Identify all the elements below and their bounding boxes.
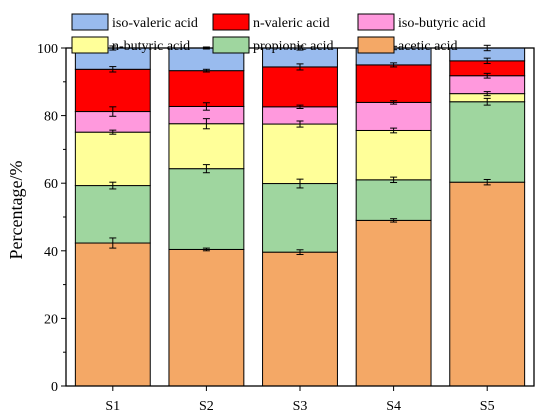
bar-n-valeric-acid-s4 (355, 64, 432, 103)
legend-item-iso-butyric-acid: iso-butyric acid (357, 13, 485, 31)
legend-swatch-iso-butyric-acid (357, 13, 395, 31)
x-tick-label-s2: S2 (199, 399, 214, 414)
y-tick-label-60: 60 (44, 177, 58, 192)
bar-n-valeric-acid-s2 (168, 70, 245, 107)
y-tick-label-20: 20 (44, 312, 58, 327)
legend-item-n-valeric-acid: n-valeric acid (212, 13, 330, 31)
bar-acetic-acid-s5 (449, 181, 526, 387)
legend: iso-valeric acid n-valeric acid iso-butyri… (71, 13, 485, 54)
error-bar-acetic-acid-s3 (296, 249, 304, 256)
legend-swatch-n-butyric-acid (71, 36, 109, 54)
y-axis-label: Percentage/% (6, 161, 26, 260)
y-tick-label-100: 100 (37, 42, 58, 57)
x-tick-label-s1: S1 (105, 399, 120, 414)
error-bar-n-valeric-acid-s3 (296, 63, 304, 71)
bar-acetic-acid-s2 (168, 248, 245, 387)
x-tick-label-s3: S3 (293, 399, 308, 414)
error-bar-iso-butyric-acid-s5 (483, 72, 491, 79)
bar-acetic-acid-s4 (355, 219, 432, 387)
error-bar-n-butyric-acid-s5 (483, 91, 491, 97)
error-bar-propionic-acid-s2 (202, 164, 210, 174)
error-bar-acetic-acid-s2 (202, 247, 210, 252)
error-bar-propionic-acid-s1 (109, 181, 117, 190)
error-bar-n-butyric-acid-s1 (109, 129, 117, 135)
x-tick-label-s5: S5 (480, 399, 495, 414)
legend-label-iso-valeric-acid: iso-valeric acid (112, 16, 198, 31)
error-bar-acetic-acid-s4 (390, 218, 398, 223)
legend-swatch-propionic-acid (212, 36, 250, 54)
bars-layer (74, 47, 526, 387)
error-bar-n-butyric-acid-s2 (202, 118, 210, 130)
error-bar-n-valeric-acid-s2 (202, 68, 210, 73)
bar-n-valeric-acid-s1 (74, 68, 151, 113)
bar-propionic-acid-s3 (262, 183, 338, 253)
bar-n-butyric-acid-s2 (168, 123, 245, 170)
y-tick-label-40: 40 (44, 245, 58, 260)
error-bar-iso-butyric-acid-s1 (109, 106, 117, 117)
error-bar-n-butyric-acid-s4 (390, 127, 398, 134)
legend-label-acetic-acid: acetic acid (398, 39, 457, 54)
legend-label-n-butyric-acid: n-butyric acid (112, 39, 190, 54)
bar-propionic-acid-s5 (449, 101, 526, 183)
error-bar-iso-butyric-acid-s3 (296, 104, 304, 110)
legend-item-iso-valeric-acid: iso-valeric acid (71, 13, 198, 31)
error-bar-acetic-acid-s5 (483, 178, 491, 186)
x-tick-label-s4: S4 (386, 399, 401, 414)
legend-item-propionic-acid: propionic acid (212, 36, 333, 54)
bar-n-butyric-acid-s3 (262, 123, 338, 185)
legend-label-propionic-acid: propionic acid (253, 39, 333, 54)
legend-swatch-acetic-acid (357, 36, 395, 54)
error-bar-iso-butyric-acid-s2 (202, 102, 210, 111)
error-bar-n-butyric-acid-s3 (296, 120, 304, 128)
legend-swatch-iso-valeric-acid (71, 13, 109, 31)
error-bar-n-valeric-acid-s4 (390, 62, 398, 68)
legend-label-n-valeric-acid: n-valeric acid (253, 16, 330, 31)
y-tick-label-0: 0 (51, 380, 58, 395)
axis-ticks: S1 S2 S3 S4 S5 0 20 40 60 80 100 (37, 42, 495, 414)
bar-iso-butyric-acid-s4 (355, 101, 432, 131)
bar-acetic-acid-s3 (262, 251, 338, 387)
error-bar-acetic-acid-s1 (109, 237, 117, 249)
error-bar-n-valeric-acid-s1 (109, 66, 117, 73)
bar-propionic-acid-s1 (74, 185, 151, 244)
y-tick-label-80: 80 (44, 110, 58, 125)
bar-n-valeric-acid-s3 (262, 66, 338, 108)
legend-item-acetic-acid: acetic acid (357, 36, 457, 54)
bar-n-butyric-acid-s1 (74, 131, 151, 187)
bar-n-butyric-acid-s4 (355, 129, 432, 181)
legend-label-iso-butyric-acid: iso-butyric acid (398, 16, 485, 31)
error-bar-propionic-acid-s5 (483, 97, 491, 106)
error-bar-n-valeric-acid-s5 (483, 57, 491, 65)
bar-acetic-acid-s1 (74, 242, 151, 387)
error-bar-propionic-acid-s3 (296, 178, 304, 189)
legend-swatch-n-valeric-acid (212, 13, 250, 31)
bar-propionic-acid-s2 (168, 168, 245, 250)
legend-item-n-butyric-acid: n-butyric acid (71, 36, 190, 54)
error-bar-iso-butyric-acid-s4 (390, 100, 398, 105)
bar-propionic-acid-s4 (355, 179, 432, 221)
error-bar-propionic-acid-s4 (390, 176, 398, 184)
